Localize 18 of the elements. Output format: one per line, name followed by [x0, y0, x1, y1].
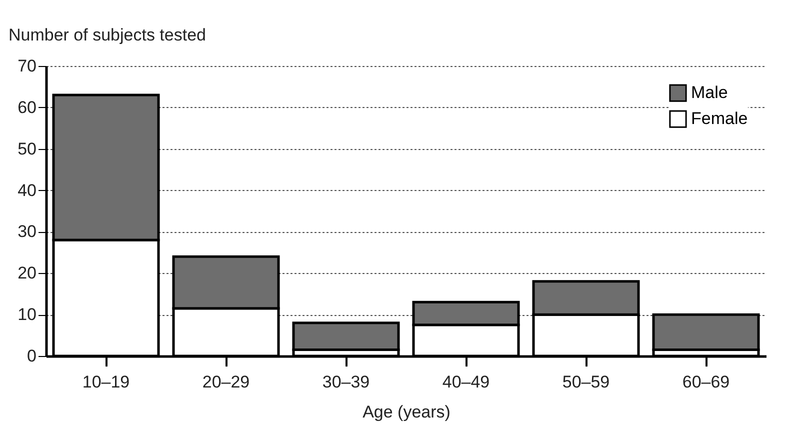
- y-tick-label: 50: [18, 139, 36, 158]
- x-tick-label: 40–49: [442, 372, 490, 392]
- legend-label: Female: [691, 109, 748, 128]
- y-tick-label: 30: [18, 222, 36, 242]
- y-axis-title: Number of subjects tested: [8, 26, 206, 44]
- y-tick-label: 0: [27, 346, 36, 366]
- y-tick-label: 10: [18, 305, 36, 324]
- x-tick-label: 30–39: [322, 372, 370, 392]
- y-tick-label: 40: [18, 180, 36, 200]
- x-tick-label: 20–29: [202, 372, 250, 392]
- x-tick-label: 50–59: [562, 372, 610, 392]
- x-tick-label: 60–69: [682, 372, 730, 392]
- legend-label: Male: [691, 83, 728, 102]
- x-axis-title: Age (years): [362, 402, 450, 422]
- y-tick-label: 20: [18, 264, 36, 283]
- x-tick-label: 10–19: [82, 372, 130, 392]
- y-tick-label: 70: [18, 56, 36, 76]
- y-tick-label: 60: [18, 98, 36, 117]
